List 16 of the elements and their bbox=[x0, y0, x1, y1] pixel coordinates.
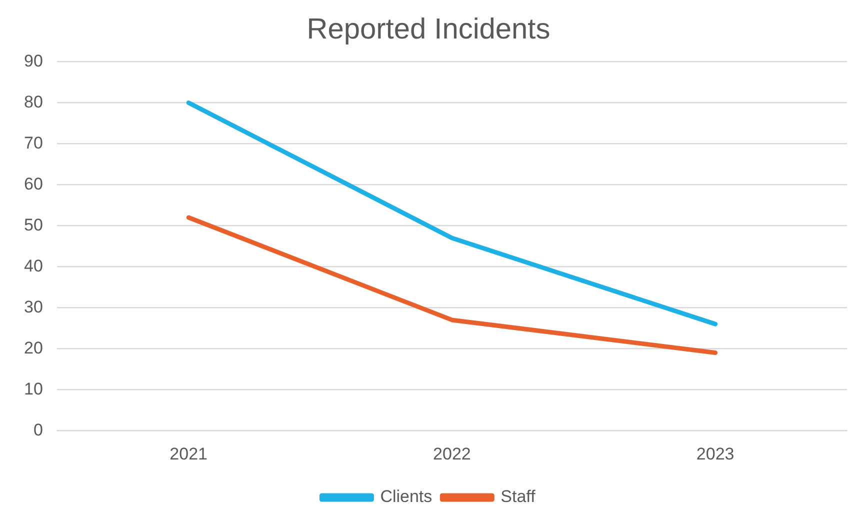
legend-label: Staff bbox=[500, 487, 536, 506]
y-tick-label: 30 bbox=[24, 297, 43, 316]
y-tick-label: 40 bbox=[24, 256, 43, 276]
x-tick-label: 2021 bbox=[170, 444, 208, 464]
y-tick-label: 60 bbox=[24, 174, 43, 194]
chart-title: Reported Incidents bbox=[306, 13, 550, 46]
y-tick-label: 0 bbox=[33, 420, 43, 440]
y-tick-label: 10 bbox=[24, 379, 43, 398]
y-tick-label: 50 bbox=[24, 215, 43, 234]
x-tick-label: 2023 bbox=[696, 444, 734, 464]
y-tick-label: 20 bbox=[24, 338, 43, 358]
y-tick-label: 90 bbox=[24, 51, 43, 70]
x-tick-label: 2022 bbox=[433, 444, 471, 464]
y-tick-label: 80 bbox=[24, 92, 43, 112]
y-tick-label: 70 bbox=[24, 133, 43, 152]
legend-label: Clients bbox=[380, 487, 432, 506]
